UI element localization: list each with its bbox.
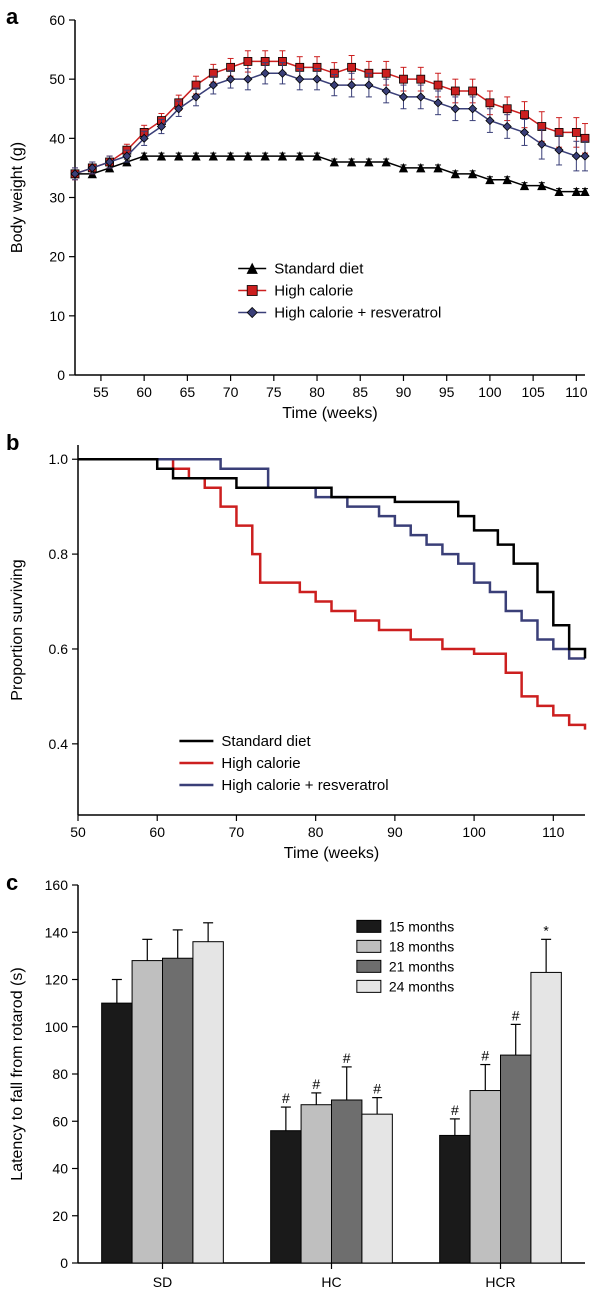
svg-text:80: 80 (308, 824, 324, 840)
panel-a-svg: 0 10 20 30 40 50 60 55 60 65 70 75 80 85 90 95 100 105 110… (0, 0, 600, 430)
svg-text:95: 95 (439, 384, 455, 400)
svg-text:100: 100 (478, 384, 502, 400)
svg-text:105: 105 (521, 384, 545, 400)
svg-text:20: 20 (49, 249, 65, 265)
svg-text:#: # (451, 1102, 459, 1118)
svg-text:100: 100 (45, 1019, 69, 1035)
svg-text:0: 0 (57, 367, 65, 383)
svg-text:High calorie + resveratrol: High calorie + resveratrol (221, 777, 388, 794)
svg-text:#: # (343, 1050, 351, 1066)
panel-b-label: b (6, 430, 19, 456)
svg-text:24 months: 24 months (389, 978, 454, 994)
svg-text:#: # (481, 1048, 489, 1064)
panel-c-svg: 0 20 40 60 80 100 120 140 160 Latency to fall fro… (0, 870, 600, 1308)
svg-text:85: 85 (352, 384, 368, 400)
svg-text:90: 90 (396, 384, 412, 400)
svg-text:High calorie: High calorie (274, 283, 353, 300)
svg-text:65: 65 (180, 384, 196, 400)
svg-text:Latency to fall from rotarod (: Latency to fall from rotarod (s) (9, 967, 26, 1180)
svg-text:55: 55 (93, 384, 109, 400)
panel-a-label: a (6, 4, 18, 30)
svg-text:Proportion surviving: Proportion surviving (9, 559, 26, 700)
svg-text:SD: SD (153, 1274, 172, 1290)
svg-text:HC: HC (321, 1274, 341, 1290)
svg-text:50: 50 (70, 824, 86, 840)
svg-text:110: 110 (542, 824, 565, 840)
svg-text:15 months: 15 months (389, 918, 454, 934)
svg-text:10: 10 (49, 308, 65, 324)
svg-text:#: # (373, 1081, 381, 1097)
svg-text:60: 60 (136, 384, 152, 400)
svg-text:18 months: 18 months (389, 938, 454, 954)
svg-text:0: 0 (60, 1255, 68, 1271)
svg-text:50: 50 (49, 71, 65, 87)
panel-b-svg: 0.4 0.6 0.8 1.0 50 60 70 80 90 100 110 Time (weeks)… (0, 430, 600, 870)
panel-a: a 0 10 20 30 40 50 60 55 60 65 70 75 80 85 90 95 100 105 1… (0, 0, 600, 430)
svg-text:Body weight (g): Body weight (g) (9, 142, 26, 253)
svg-text:70: 70 (229, 824, 245, 840)
svg-text:High calorie: High calorie (221, 755, 300, 772)
svg-text:110: 110 (565, 384, 588, 400)
svg-text:60: 60 (149, 824, 165, 840)
svg-text:40: 40 (52, 1161, 68, 1177)
svg-text:100: 100 (462, 824, 486, 840)
svg-text:0.6: 0.6 (49, 641, 69, 657)
svg-text:0.8: 0.8 (49, 546, 69, 562)
svg-text:40: 40 (49, 130, 65, 146)
svg-text:0.4: 0.4 (49, 736, 69, 752)
svg-text:30: 30 (49, 190, 65, 206)
svg-text:80: 80 (52, 1066, 68, 1082)
svg-text:90: 90 (387, 824, 403, 840)
svg-text:21 months: 21 months (389, 958, 454, 974)
svg-text:80: 80 (309, 384, 325, 400)
svg-text:20: 20 (52, 1208, 68, 1224)
svg-text:1.0: 1.0 (49, 451, 69, 467)
svg-text:75: 75 (266, 384, 282, 400)
svg-text:140: 140 (45, 924, 69, 940)
svg-text:*: * (543, 922, 549, 938)
svg-text:60: 60 (49, 12, 65, 28)
svg-text:#: # (282, 1090, 290, 1106)
panel-c: c 0 20 40 60 80 100 120 140 160 Latency to fall f… (0, 870, 600, 1308)
figure-root: a 0 10 20 30 40 50 60 55 60 65 70 75 80 85 90 95 100 105 1… (0, 0, 600, 1308)
svg-text:70: 70 (223, 384, 239, 400)
svg-text:Standard diet: Standard diet (221, 733, 311, 750)
svg-text:#: # (512, 1007, 520, 1023)
svg-text:High calorie + resveratrol: High calorie + resveratrol (274, 305, 441, 322)
svg-text:60: 60 (52, 1113, 68, 1129)
svg-text:160: 160 (45, 877, 69, 893)
panel-b: b 0.4 0.6 0.8 1.0 50 60 70 80 90 100 110 Time (week… (0, 430, 600, 870)
svg-text:HCR: HCR (485, 1274, 515, 1290)
svg-text:Time (weeks): Time (weeks) (284, 845, 379, 862)
svg-text:Standard diet: Standard diet (274, 261, 364, 278)
panel-c-label: c (6, 870, 18, 896)
svg-text:Time (weeks): Time (weeks) (282, 405, 377, 422)
svg-text:#: # (312, 1076, 320, 1092)
svg-text:120: 120 (45, 972, 69, 988)
